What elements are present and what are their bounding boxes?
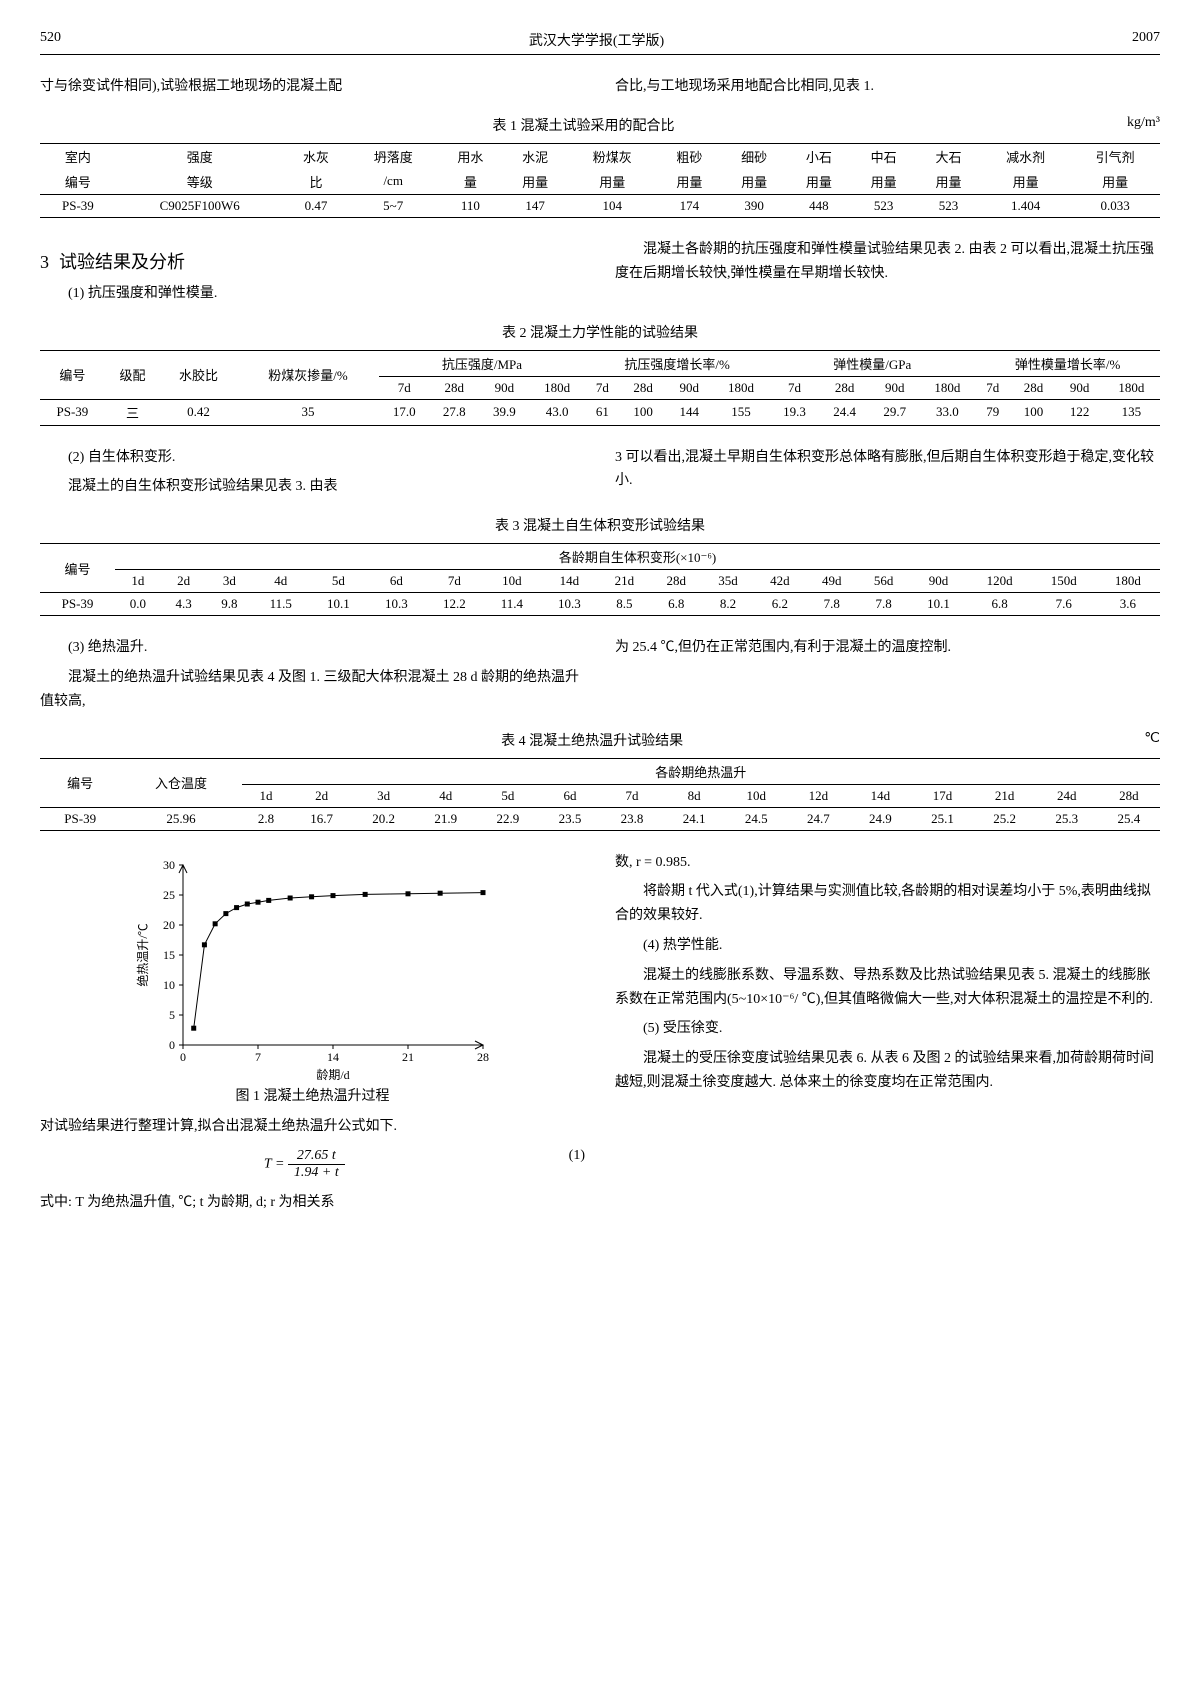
r5: (5) 受压徐变. [615, 1017, 1160, 1041]
svg-text:28: 28 [477, 1050, 489, 1064]
table3: 编号各龄期自生体积变形(×10⁻⁶) 1d2d3d4d5d6d7d10d14d2… [40, 543, 1160, 616]
para3-leftB: 混凝土的绝热温升试验结果见表 4 及图 1. 三级配大体积混凝土 28 d 龄期… [40, 666, 585, 714]
para3-right: 为 25.4 ℃,但仍在正常范围内,有利于混凝土的温度控制. [615, 636, 1160, 660]
svg-text:5: 5 [169, 1008, 175, 1022]
svg-text:0: 0 [169, 1038, 175, 1052]
page-num-left: 520 [40, 30, 61, 50]
table1-h2: 编号等级比/cm量用量用量用量用量用量用量用量用量用量 [40, 169, 1160, 195]
para2-right: 3 可以看出,混凝土早期自生体积变形总体略有膨胀,但后期自生体积变形趋于稳定,变… [615, 446, 1160, 494]
journal-title: 武汉大学学报(工学版) [529, 30, 664, 50]
svg-text:25: 25 [163, 888, 175, 902]
svg-text:21: 21 [402, 1050, 414, 1064]
table4-title: 表 4 混凝土绝热温升试验结果 ℃ [40, 730, 1160, 750]
sec3-block: 3试验结果及分析 (1) 抗压强度和弹性模量. 混凝土各龄期的抗压强度和弹性模量… [40, 232, 1160, 312]
table1-title: 表 1 混凝土试验采用的配合比 kg/m³ [40, 115, 1160, 135]
svg-text:14: 14 [327, 1050, 339, 1064]
table2-title: 表 2 混凝土力学性能的试验结果 [40, 322, 1160, 342]
svg-text:10: 10 [163, 978, 175, 992]
svg-text:20: 20 [163, 918, 175, 932]
sec3-sub1: (1) 抗压强度和弹性模量. [40, 282, 585, 306]
r4: 混凝土的线膨胀系数、导温系数、导热系数及比热试验结果见表 5. 混凝土的线膨胀系… [615, 964, 1160, 1012]
chart-fig1: 0 7 14 21 28 0 5 10 15 20 25 30 龄期/d 绝热温升/℃ 图 1 混凝土绝热… [40, 855, 585, 1105]
svg-text:7: 7 [255, 1050, 261, 1064]
table4: 编号入仓温度各龄期绝热温升 1d2d3d4d5d6d7d8d10d12d14d1… [40, 758, 1160, 831]
chart-caption: 图 1 混凝土绝热温升过程 [236, 1085, 390, 1105]
para2-leftA: (2) 自生体积变形. [40, 446, 585, 470]
svg-text:15: 15 [163, 948, 175, 962]
para2-leftB: 混凝土的自生体积变形试验结果见表 3. 由表 [40, 475, 585, 499]
intro-row: 寸与徐变试件相同),试验根据工地现场的混凝土配 合比,与工地现场采用地配合比相同… [40, 69, 1160, 105]
table2-groups: 编号 级配 水胶比 粉煤灰掺量/% 抗压强度/MPa 抗压强度增长率/% 弹性模… [40, 350, 1160, 376]
svg-text:30: 30 [163, 858, 175, 872]
r2: 将龄期 t 代入式(1),计算结果与实测值比较,各龄期的相对误差均小于 5%,表… [615, 880, 1160, 928]
table2: 编号 级配 水胶比 粉煤灰掺量/% 抗压强度/MPa 抗压强度增长率/% 弹性模… [40, 350, 1160, 426]
svg-text:0: 0 [180, 1050, 186, 1064]
table1-h1: 室内强度水灰坍落度用水水泥粉煤灰粗砂细砂小石中石大石减水剂引气剂 [40, 143, 1160, 169]
table1-row: PS-39C9025F100W60.475~711014710417439044… [40, 194, 1160, 217]
chart-svg: 0 7 14 21 28 0 5 10 15 20 25 30 龄期/d 绝热温升/℃ [133, 855, 493, 1085]
svg-text:绝热温升/℃: 绝热温升/℃ [135, 923, 150, 986]
bottom-block: 0 7 14 21 28 0 5 10 15 20 25 30 龄期/d 绝热温升/℃ 图 1 混凝土绝热… [40, 845, 1160, 1222]
sec3-heading: 3试验结果及分析 [40, 248, 585, 274]
table3-title: 表 3 混凝土自生体积变形试验结果 [40, 515, 1160, 535]
para2: (2) 自生体积变形. 混凝土的自生体积变形试验结果见表 3. 由表 3 可以看… [40, 440, 1160, 506]
svg-text:龄期/d: 龄期/d [316, 1068, 349, 1082]
table2-row: PS-39三0.423517.027.839.943.0611001441551… [40, 399, 1160, 425]
para3-leftA: (3) 绝热温升. [40, 636, 585, 660]
para3: (3) 绝热温升. 混凝土的绝热温升试验结果见表 4 及图 1. 三级配大体积混… [40, 630, 1160, 719]
year: 2007 [1132, 30, 1160, 50]
formula: T = 27.65 t 1.94 + t (1) [40, 1148, 585, 1181]
below-leftB: 式中: T 为绝热温升值, ℃; t 为龄期, d; r 为相关系 [40, 1191, 585, 1215]
below-leftA: 对试验结果进行整理计算,拟合出混凝土绝热温升公式如下. [40, 1115, 585, 1139]
intro-left: 寸与徐变试件相同),试验根据工地现场的混凝土配 [40, 75, 585, 99]
r6: 混凝土的受压徐变度试验结果见表 6. 从表 6 及图 2 的试验结果来看,加荷龄… [615, 1047, 1160, 1095]
table1: 室内强度水灰坍落度用水水泥粉煤灰粗砂细砂小石中石大石减水剂引气剂 编号等级比/c… [40, 143, 1160, 218]
page-header: 520 武汉大学学报(工学版) 2007 [40, 30, 1160, 55]
r1: 数, r = 0.985. [615, 851, 1160, 875]
sec3-right: 混凝土各龄期的抗压强度和弹性模量试验结果见表 2. 由表 2 可以看出,混凝土抗… [615, 238, 1160, 286]
intro-right: 合比,与工地现场采用地配合比相同,见表 1. [615, 75, 1160, 99]
r3: (4) 热学性能. [615, 934, 1160, 958]
